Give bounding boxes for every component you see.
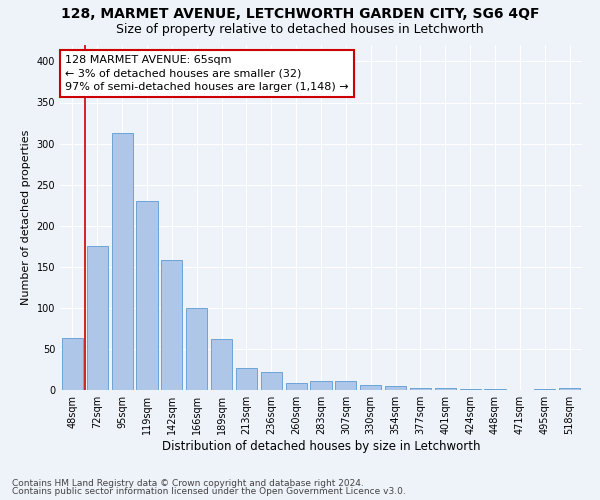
Text: Contains public sector information licensed under the Open Government Licence v3: Contains public sector information licen… [12,487,406,496]
Text: Contains HM Land Registry data © Crown copyright and database right 2024.: Contains HM Land Registry data © Crown c… [12,478,364,488]
Text: 128, MARMET AVENUE, LETCHWORTH GARDEN CITY, SG6 4QF: 128, MARMET AVENUE, LETCHWORTH GARDEN CI… [61,8,539,22]
Bar [261,372,282,390]
Bar [236,368,257,390]
Bar [211,339,232,390]
Bar [410,388,431,390]
Bar [484,389,506,390]
Bar [87,246,108,390]
Bar [286,382,307,390]
Bar [161,260,182,390]
Bar [460,389,481,390]
Bar [385,386,406,390]
Text: 128 MARMET AVENUE: 65sqm
← 3% of detached houses are smaller (32)
97% of semi-de: 128 MARMET AVENUE: 65sqm ← 3% of detache… [65,56,349,92]
Bar [186,308,207,390]
Text: Size of property relative to detached houses in Letchworth: Size of property relative to detached ho… [116,22,484,36]
Bar [310,381,332,390]
Bar [559,388,580,390]
Bar [360,385,381,390]
Bar [136,201,158,390]
Bar [62,338,83,390]
Y-axis label: Number of detached properties: Number of detached properties [21,130,31,305]
Bar [112,133,133,390]
X-axis label: Distribution of detached houses by size in Letchworth: Distribution of detached houses by size … [162,440,480,453]
Bar [534,389,555,390]
Bar [435,388,456,390]
Bar [335,381,356,390]
